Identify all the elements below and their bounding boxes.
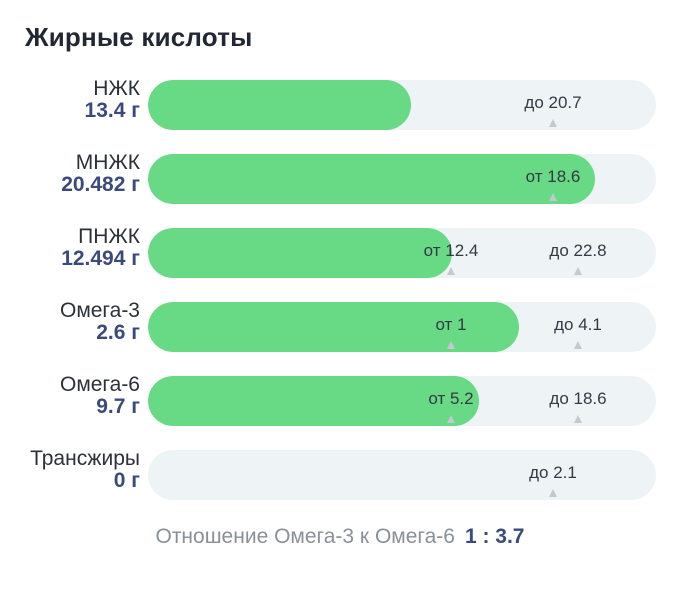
norm-marker-label: до 4.1 — [554, 315, 602, 334]
nutrient-progress-track: до 20.7 — [148, 80, 656, 130]
nutrient-row: Омега-6 9.7 г от 5.2 до 18.6 — [0, 374, 680, 426]
omega-ratio-value: 1 : 3.7 — [464, 525, 525, 548]
nutrient-progress-track: от 18.6 — [148, 154, 656, 204]
marker-triangle-icon — [574, 267, 582, 275]
nutrient-progress-track: до 2.1 — [148, 450, 656, 500]
marker-triangle-icon — [549, 193, 557, 201]
norm-marker-label: от 18.6 — [525, 167, 581, 186]
marker-triangle-icon — [549, 489, 557, 497]
nutrient-name: МНЖК — [75, 151, 140, 174]
nutrient-progress-fill — [148, 80, 411, 130]
marker-triangle-icon — [447, 341, 455, 349]
nutrient-label: НЖК 13.4 г — [0, 78, 140, 122]
marker-triangle-icon — [447, 415, 455, 423]
nutrient-name: ПНЖК — [78, 225, 140, 248]
nutrient-name: Трансжиры — [30, 447, 140, 470]
nutrient-progress-track: от 1 до 4.1 — [148, 302, 656, 352]
nutrient-row: МНЖК 20.482 г от 18.6 — [0, 152, 680, 204]
nutrient-progress-fill — [148, 154, 596, 204]
norm-marker-label: до 18.6 — [549, 389, 607, 408]
marker-triangle-icon — [574, 341, 582, 349]
nutrient-progress-fill — [148, 376, 479, 426]
nutrient-amount: 12.494 г — [61, 247, 140, 270]
nutrient-amount: 20.482 г — [61, 173, 140, 196]
norm-marker-label: от 1 — [435, 315, 467, 334]
omega-ratio-label: Отношение Омега-3 к Омега-6 — [155, 525, 455, 548]
nutrient-label: Омега-3 2.6 г — [0, 300, 140, 344]
nutrient-label: ПНЖК 12.494 г — [0, 226, 140, 270]
nutrient-row: ПНЖК 12.494 г от 12.4 до 22.8 — [0, 226, 680, 278]
nutrient-amount: 2.6 г — [96, 321, 140, 344]
nutrient-amount: 9.7 г — [96, 395, 140, 418]
marker-triangle-icon — [447, 267, 455, 275]
nutrient-name: Омега-6 — [59, 373, 140, 396]
norm-marker-label: от 12.4 — [423, 241, 479, 260]
nutrient-row: Омега-3 2.6 г от 1 до 4.1 — [0, 300, 680, 352]
norm-marker-label: до 20.7 — [524, 93, 582, 112]
marker-triangle-icon — [549, 119, 557, 127]
nutrient-label: Омега-6 9.7 г — [0, 374, 140, 418]
norm-marker-label: от 5.2 — [428, 389, 474, 408]
norm-marker-label: до 2.1 — [529, 463, 577, 482]
nutrient-name: НЖК — [93, 77, 140, 100]
nutrient-progress-fill — [148, 228, 452, 278]
marker-triangle-icon — [574, 415, 582, 423]
nutrient-progress-track: от 12.4 до 22.8 — [148, 228, 656, 278]
nutrient-row: НЖК 13.4 г до 20.7 — [0, 78, 680, 130]
nutrient-progress-track: от 5.2 до 18.6 — [148, 376, 656, 426]
omega-ratio: Отношение Омега-3 к Омега-6 1 : 3.7 — [0, 525, 680, 549]
section-title: Жирные кислоты — [25, 22, 253, 52]
nutrient-name: Омега-3 — [59, 299, 140, 322]
nutrient-label: Трансжиры 0 г — [0, 448, 140, 492]
nutrient-label: МНЖК 20.482 г — [0, 152, 140, 196]
nutrient-progress-fill — [148, 302, 519, 352]
nutrient-amount: 0 г — [113, 469, 140, 492]
nutrient-row: Трансжиры 0 г до 2.1 — [0, 448, 680, 500]
nutrient-amount: 13.4 г — [84, 99, 140, 122]
norm-marker-label: до 22.8 — [549, 241, 607, 260]
